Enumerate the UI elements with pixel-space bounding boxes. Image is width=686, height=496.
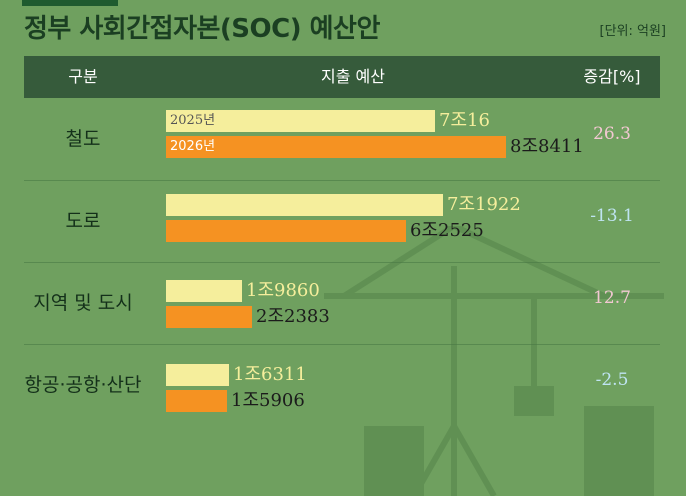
bar-2025 — [166, 194, 443, 216]
row-separator — [24, 344, 660, 345]
category-label: 항공·공항·산단 — [24, 374, 142, 396]
change-percent: 12.7 — [593, 288, 631, 308]
change-percent: -13.1 — [590, 206, 634, 226]
value-label: 2조2383 — [256, 306, 330, 327]
header-change: 증감[%] — [583, 67, 641, 86]
bar-2025 — [166, 110, 435, 132]
value-label: 6조2525 — [410, 220, 484, 241]
change-percent: -2.5 — [595, 370, 629, 390]
bar-2025 — [166, 364, 229, 386]
category-label: 철도 — [65, 128, 101, 150]
change-percent: 26.3 — [593, 124, 631, 144]
bar-2026 — [166, 306, 252, 328]
unit-label: [단위: 억원] — [599, 24, 667, 39]
budget-bar-chart: 구분 지출 예산 증감[%] 철도 2025년 7조16 2026년 8조8411 26.… — [24, 56, 664, 496]
value-label: 1조6311 — [233, 364, 307, 385]
header-category: 구분 — [68, 67, 98, 86]
value-label: 1조5906 — [231, 390, 305, 411]
value-label: 1조9860 — [246, 280, 320, 301]
title-decoration-strip — [22, 0, 118, 6]
value-label: 8조8411 — [510, 136, 584, 157]
bar-2026 — [166, 136, 506, 158]
category-label: 지역 및 도시 — [33, 292, 133, 314]
value-label: 7조16 — [439, 110, 490, 131]
series-label: 2025년 — [170, 113, 216, 128]
series-label: 2026년 — [170, 139, 216, 154]
crane-background-icon — [324, 226, 664, 496]
table-header: 구분 지출 예산 증감[%] — [24, 56, 660, 98]
page-title: 정부 사회간접자본(SOC) 예산안 — [24, 14, 380, 44]
value-label: 7조1922 — [447, 194, 521, 215]
bar-2026 — [166, 220, 406, 242]
bar-2026 — [166, 390, 227, 412]
category-label: 도로 — [65, 210, 101, 232]
row-separator — [24, 180, 660, 181]
bar-2025 — [166, 280, 242, 302]
row-separator — [24, 262, 660, 263]
header-budget: 지출 예산 — [321, 67, 385, 86]
